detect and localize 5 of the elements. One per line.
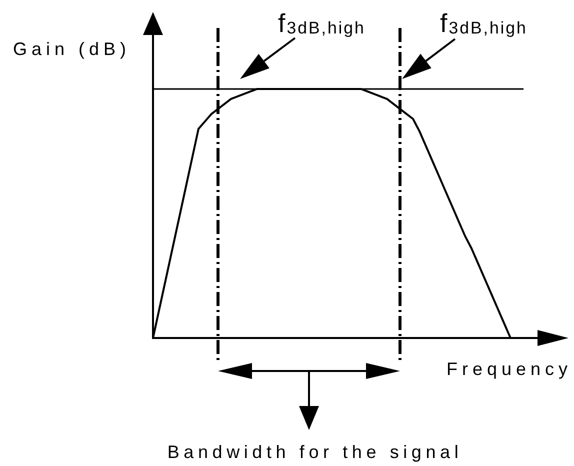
y-axis-title: Gain (dB) <box>13 39 131 59</box>
text: Bandwidth for the signal <box>167 442 463 462</box>
text: f3dB,high <box>278 8 366 38</box>
text: f3dB,high <box>440 8 528 38</box>
x-axis-title: Frequency <box>446 359 572 379</box>
